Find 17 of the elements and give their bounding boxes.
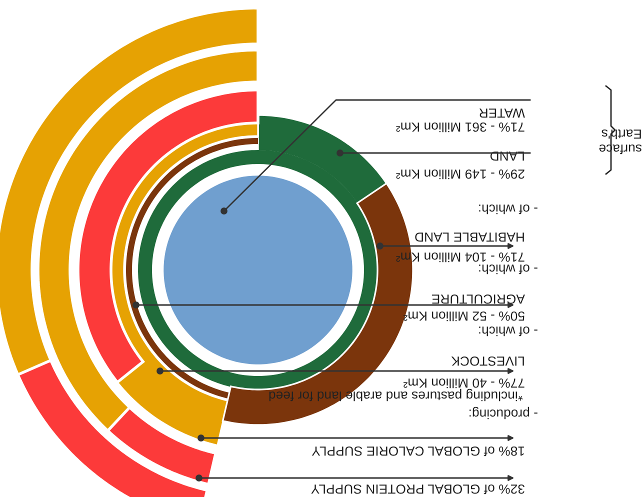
category-label: AGRICULTURE [432,294,525,304]
data-label: 18% of GLOBAL CALORIE SUPPLY [312,446,524,456]
data-label: 50% - 52 Million Km² [404,311,524,322]
text: - producing: [470,406,538,420]
data-label: 71% - 104 Million Km² [396,252,524,262]
data-label: 71% - 361 Million Km² [396,122,524,132]
text: *including pastures and arable land for feed [269,388,523,402]
text: - of which: [479,264,538,274]
category-label: LIVESTOCK [451,356,524,366]
data-label: 29% - 149 Million Km² [396,169,524,180]
text: Earth's surface [599,129,642,154]
data-label: 32% of GLOBAL PROTEIN SUPPLY [311,484,524,494]
data-label: 77% - 40 Million Km² [404,378,524,388]
text: - of which: [479,326,538,336]
category-label: WATER [479,108,525,118]
category-label: HABITABLE LAND [415,232,524,242]
text: - of which: [479,204,538,214]
